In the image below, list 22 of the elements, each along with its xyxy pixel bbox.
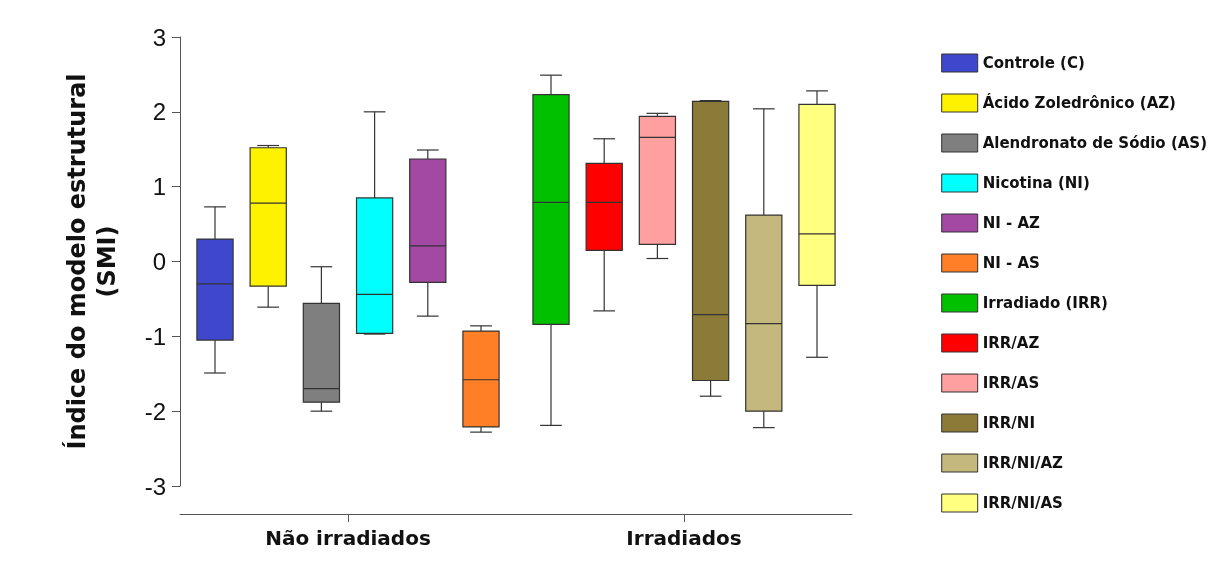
y-tick-label: 0 — [152, 248, 166, 275]
legend-label: Ácido Zoledrônico (AZ) — [982, 93, 1176, 112]
x-tick-label: Não irradiados — [265, 526, 431, 550]
legend-label: IRR/AS — [982, 374, 1040, 392]
y-tick-label: 2 — [152, 98, 166, 126]
legend-label: NI - AZ — [982, 214, 1041, 232]
legend-label: Irradiado (IRR) — [982, 294, 1108, 312]
legend-label: Controle (C) — [982, 54, 1085, 72]
legend-label: Alendronato de Sódio (AS) — [982, 134, 1207, 152]
legend-label: IRR/AZ — [982, 334, 1040, 352]
legend-label: IRR/NI — [982, 414, 1035, 432]
y-tick-label: 1 — [152, 173, 166, 201]
y-axis-title: Índice do modelo estrutural (SMI) — [62, 73, 121, 450]
legend-label: NI - AS — [982, 254, 1040, 272]
y-tick-label: -2 — [144, 397, 166, 425]
legend-label: IRR/NI/AZ — [982, 454, 1064, 472]
x-tick-label: Irradiados — [626, 526, 742, 550]
legend-label: IRR/NI/AS — [982, 494, 1063, 512]
legend-label: Nicotina (NI) — [982, 174, 1090, 192]
y-tick-label: 3 — [152, 23, 166, 51]
y-tick-label: -1 — [144, 322, 166, 350]
y-tick-label: -3 — [144, 472, 166, 500]
